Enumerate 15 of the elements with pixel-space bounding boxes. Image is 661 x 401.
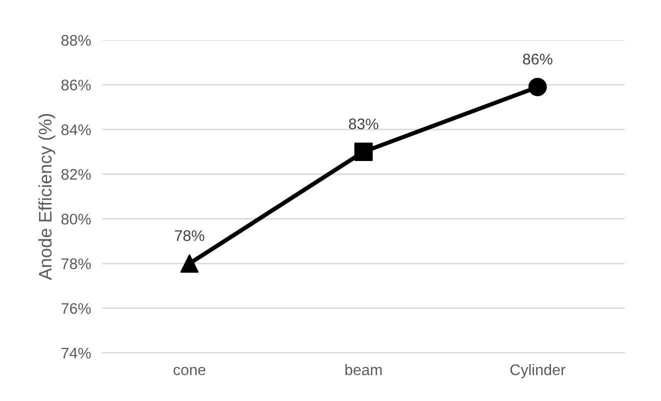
y-tick-label: 86% [61, 80, 91, 90]
y-tick-label: 78% [62, 258, 91, 270]
y-tick-label: 88% [61, 34, 91, 46]
y-tick-label: 74% [62, 348, 91, 359]
y-tick-label: 84% [61, 124, 91, 136]
data-label: 83% [348, 118, 378, 130]
y-tick-label: 80% [61, 214, 91, 225]
y-axis-title: Anode Efficiency (%) [38, 114, 56, 280]
x-tick-label: cone [174, 366, 206, 376]
data-label: 86% [522, 54, 552, 65]
data-label: 78% [174, 230, 204, 242]
x-tick-label: beam [345, 364, 382, 376]
y-tick-label: 82% [61, 169, 91, 180]
x-tick-label: Cylinder [510, 364, 566, 378]
y-tick-label: 76% [62, 303, 91, 314]
